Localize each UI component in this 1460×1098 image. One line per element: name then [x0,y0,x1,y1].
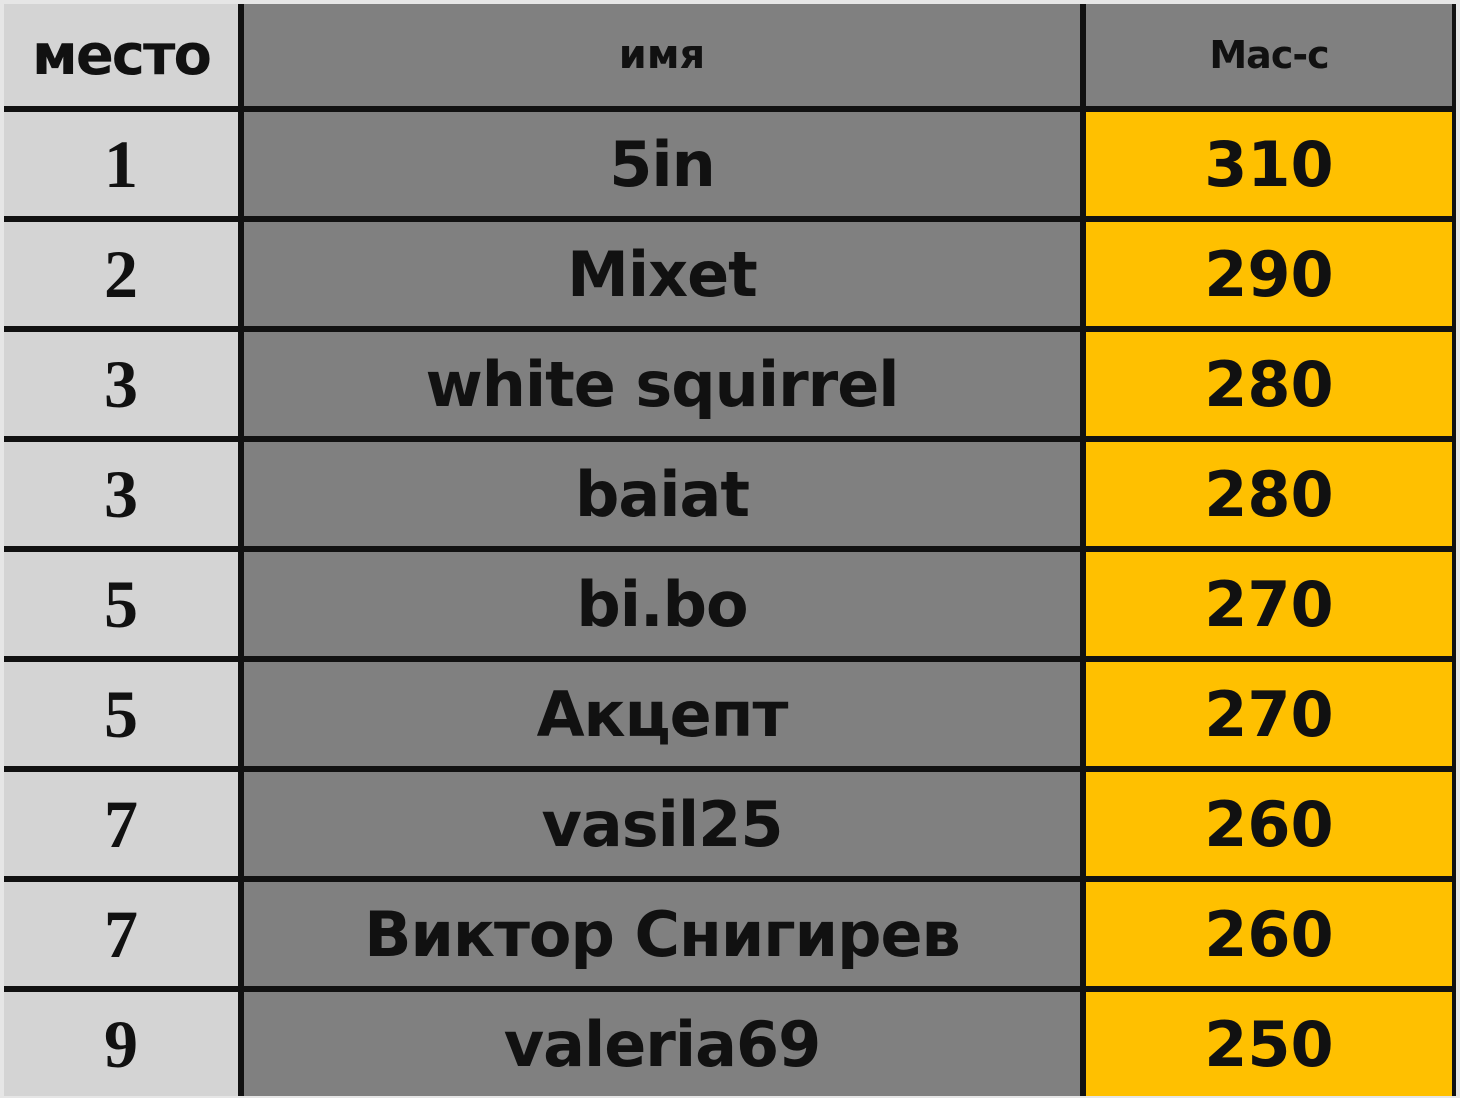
cell-place: 7 [4,772,238,876]
cell-score: 290 [1086,222,1452,326]
cell-place: 1 [4,112,238,216]
cell-score: 250 [1086,992,1452,1096]
cell-place: 5 [4,552,238,656]
cell-place: 2 [4,222,238,326]
cell-name: 5in [244,112,1080,216]
cell-place: 9 [4,992,238,1096]
header-score: Mac-c [1086,4,1452,106]
cell-name: baiat [244,442,1080,546]
header-place: место [4,4,238,106]
cell-score: 280 [1086,442,1452,546]
ranking-table: место имя Mac-c 1 5in 310 2 Mixet 290 3 white s… [4,4,1456,1096]
cell-place: 3 [4,332,238,436]
cell-name: vasil25 [244,772,1080,876]
cell-score: 280 [1086,332,1452,436]
cell-name: bi.bo [244,552,1080,656]
cell-score: 310 [1086,112,1452,216]
header-name: имя [244,4,1080,106]
cell-score: 260 [1086,882,1452,986]
cell-name: white squirrel [244,332,1080,436]
cell-place: 5 [4,662,238,766]
cell-name: valeria69 [244,992,1080,1096]
cell-score: 270 [1086,662,1452,766]
cell-place: 7 [4,882,238,986]
cell-name: Акцепт [244,662,1080,766]
cell-name: Mixet [244,222,1080,326]
cell-name: Виктор Снигирев [244,882,1080,986]
cell-place: 3 [4,442,238,546]
cell-score: 260 [1086,772,1452,876]
cell-score: 270 [1086,552,1452,656]
